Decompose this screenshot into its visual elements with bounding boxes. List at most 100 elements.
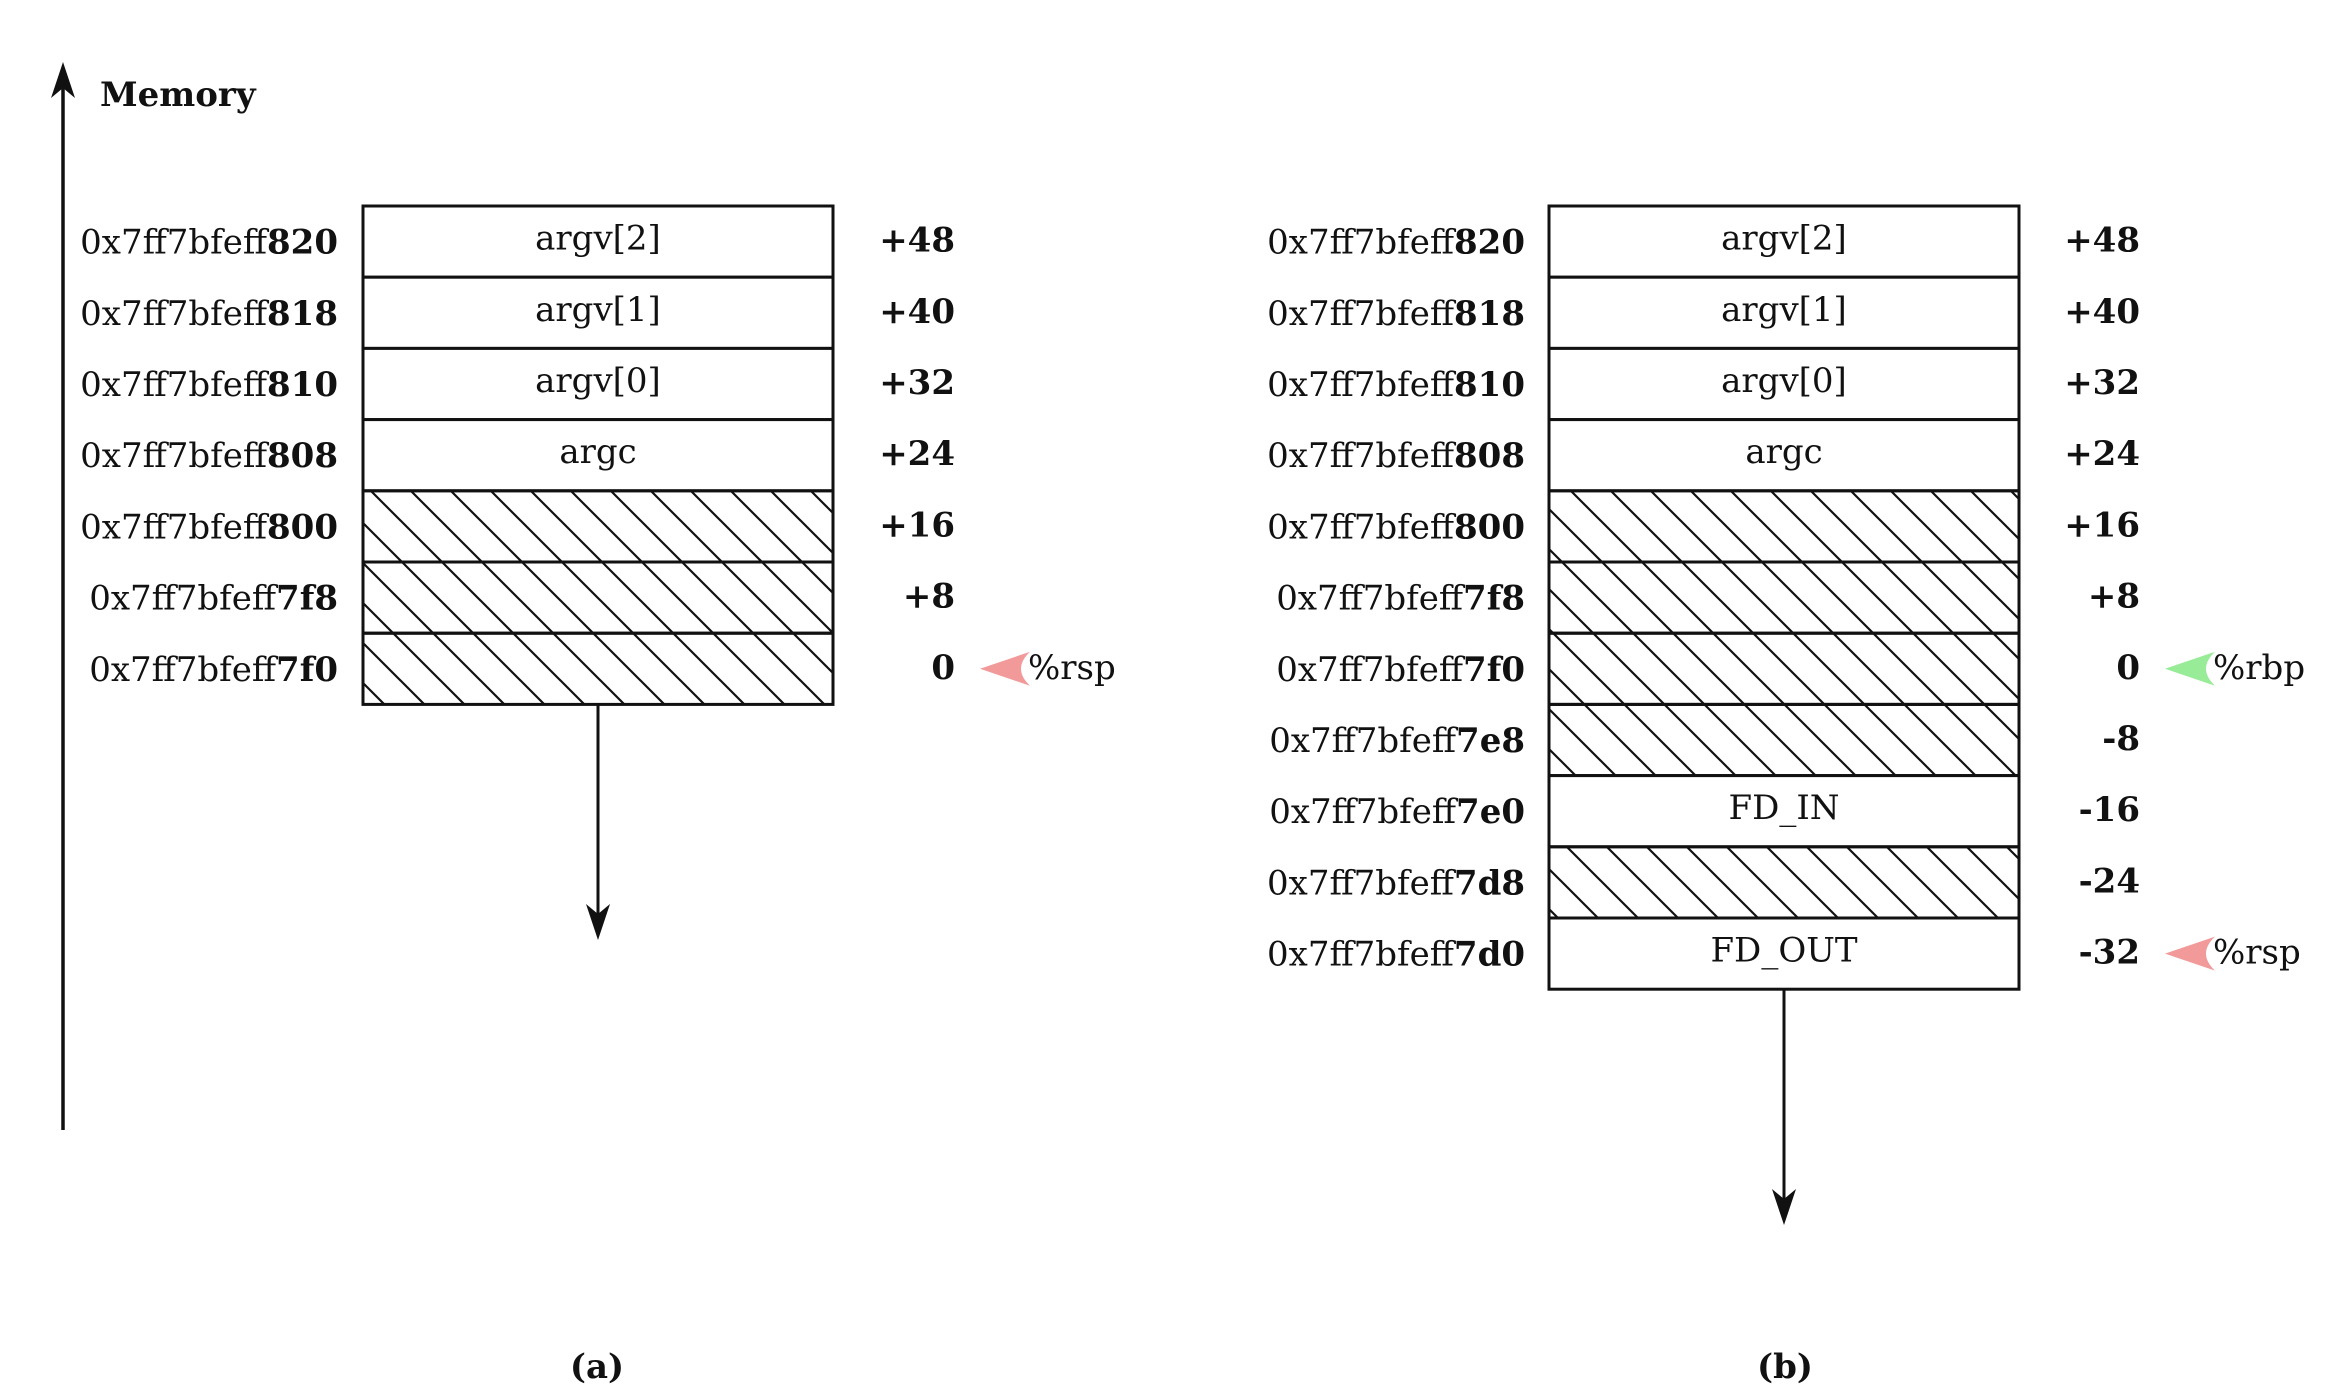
stack-row: 0x7ff7bfeff810 argv[0] +32	[80, 346, 955, 422]
stack-row: 0x7ff7bfeff7f8 +8	[89, 560, 955, 635]
stack-row: 0x7ff7bfeff800 +16	[1267, 489, 2140, 564]
stack-cell	[1547, 916, 2021, 991]
address-suffix: 7d0	[1454, 935, 1525, 975]
hatched-cell	[1547, 702, 2021, 778]
address-suffix: 7e0	[1456, 792, 1525, 832]
address-prefix: 0x7ff7bfeff	[80, 294, 270, 334]
rbp-pointer-icon	[2165, 651, 2215, 686]
address-prefix: 0x7ff7bfeff	[1269, 792, 1459, 832]
address-suffix: 7f0	[276, 650, 338, 690]
offset-label: -8	[2102, 719, 2140, 759]
address-prefix: 0x7ff7bfeff	[1267, 507, 1457, 547]
address-suffix: 800	[267, 507, 338, 547]
cell-content: argc	[559, 432, 636, 472]
address-suffix: 808	[1454, 436, 1525, 476]
cell-content: argv[1]	[1721, 290, 1847, 330]
stack-row: 0x7ff7bfeff7f0 0 %rsp	[89, 631, 1116, 706]
rsp-pointer-icon	[2165, 936, 2215, 971]
stack-cell	[1547, 204, 2021, 279]
offset-label: +40	[2064, 292, 2140, 332]
address-prefix: 0x7ff7bfeff	[80, 507, 270, 547]
address-label: 0x7ff7bfeff820	[80, 223, 338, 263]
address-suffix: 7f0	[1463, 650, 1525, 690]
address-label: 0x7ff7bfeff7e8	[1269, 721, 1525, 761]
address-suffix: 818	[267, 294, 338, 334]
address-prefix: 0x7ff7bfeff	[80, 223, 270, 263]
address-label: 0x7ff7bfeff7f0	[89, 650, 338, 690]
stack-cell	[1547, 346, 2021, 422]
address-label: 0x7ff7bfeff810	[80, 365, 338, 405]
cell-content: FD_IN	[1728, 788, 1839, 828]
stack-cell	[361, 418, 835, 493]
address-suffix: 818	[1454, 294, 1525, 334]
stack-cell	[1547, 275, 2021, 350]
offset-label: +16	[879, 505, 955, 545]
address-suffix: 820	[1454, 223, 1525, 263]
offset-label: -32	[2079, 933, 2140, 973]
stack-row: 0x7ff7bfeff7d0 FD_OUT -32 %rsp	[1267, 916, 2301, 991]
register-label: %rsp	[1028, 648, 1116, 688]
cell-content: argc	[1745, 432, 1822, 472]
address-prefix: 0x7ff7bfeff	[1276, 579, 1466, 619]
address-label: 0x7ff7bfeff7f8	[1276, 579, 1525, 619]
stack-row: 0x7ff7bfeff808 argc +24	[1267, 418, 2140, 493]
memory-label: Memory	[100, 75, 257, 115]
memory-axis-arrowhead	[51, 62, 75, 98]
address-label: 0x7ff7bfeff7f8	[89, 579, 338, 619]
stack-row: 0x7ff7bfeff810 argv[0] +32	[1267, 346, 2140, 422]
address-prefix: 0x7ff7bfeff	[89, 579, 279, 619]
hatched-cell	[361, 489, 835, 564]
offset-label: 0	[2116, 648, 2140, 688]
address-label: 0x7ff7bfeff7d8	[1267, 863, 1525, 903]
address-suffix: 810	[267, 365, 338, 405]
offset-label: -24	[2079, 861, 2140, 901]
address-prefix: 0x7ff7bfeff	[1276, 650, 1466, 690]
offset-label: +16	[2064, 505, 2140, 545]
cell-content: argv[2]	[535, 219, 661, 259]
offset-label: +8	[2088, 577, 2140, 617]
offset-label: +40	[879, 292, 955, 332]
register-label: %rbp	[2213, 648, 2305, 688]
offset-label: +8	[903, 577, 955, 617]
address-label: 0x7ff7bfeff810	[1267, 365, 1525, 405]
address-prefix: 0x7ff7bfeff	[1267, 223, 1457, 263]
address-suffix: 7f8	[1463, 579, 1525, 619]
stack-row: 0x7ff7bfeff7f0 0 %rbp	[1276, 631, 2305, 706]
stack-row: 0x7ff7bfeff800 +16	[80, 489, 955, 564]
address-label: 0x7ff7bfeff7e0	[1269, 792, 1525, 832]
address-label: 0x7ff7bfeff818	[80, 294, 338, 334]
rsp-pointer-icon	[980, 651, 1030, 686]
address-label: 0x7ff7bfeff800	[80, 507, 338, 547]
cell-content: FD_OUT	[1710, 931, 1857, 971]
stack-row: 0x7ff7bfeff7d8 -24	[1267, 845, 2140, 920]
address-prefix: 0x7ff7bfeff	[1267, 863, 1457, 903]
offset-label: 0	[931, 648, 955, 688]
cell-content: argv[2]	[1721, 219, 1847, 259]
arrow-down-icon	[1772, 1189, 1796, 1225]
stack-row: 0x7ff7bfeff820 argv[2] +48	[1267, 204, 2140, 279]
address-suffix: 7d8	[1454, 863, 1525, 903]
address-prefix: 0x7ff7bfeff	[1267, 294, 1457, 334]
cell-content: argv[1]	[535, 290, 661, 330]
address-suffix: 7e8	[1456, 721, 1525, 761]
address-prefix: 0x7ff7bfeff	[80, 436, 270, 476]
hatched-cell	[1547, 845, 2021, 920]
address-prefix: 0x7ff7bfeff	[1269, 721, 1459, 761]
offset-label: -16	[2079, 790, 2140, 830]
address-prefix: 0x7ff7bfeff	[1267, 436, 1457, 476]
stack-cell	[361, 346, 835, 422]
stack-cell	[1547, 418, 2021, 493]
stack-row: 0x7ff7bfeff7e8 -8	[1269, 702, 2140, 778]
memory-axis: Memory	[51, 62, 257, 1130]
address-label: 0x7ff7bfeff800	[1267, 507, 1525, 547]
arrow-down-icon	[586, 904, 610, 940]
address-label: 0x7ff7bfeff820	[1267, 223, 1525, 263]
panel-a-caption: (a)	[570, 1347, 624, 1387]
offset-label: +48	[2064, 221, 2140, 261]
address-prefix: 0x7ff7bfeff	[89, 650, 279, 690]
panel-b-caption: (b)	[1757, 1347, 1813, 1387]
address-label: 0x7ff7bfeff808	[1267, 436, 1525, 476]
